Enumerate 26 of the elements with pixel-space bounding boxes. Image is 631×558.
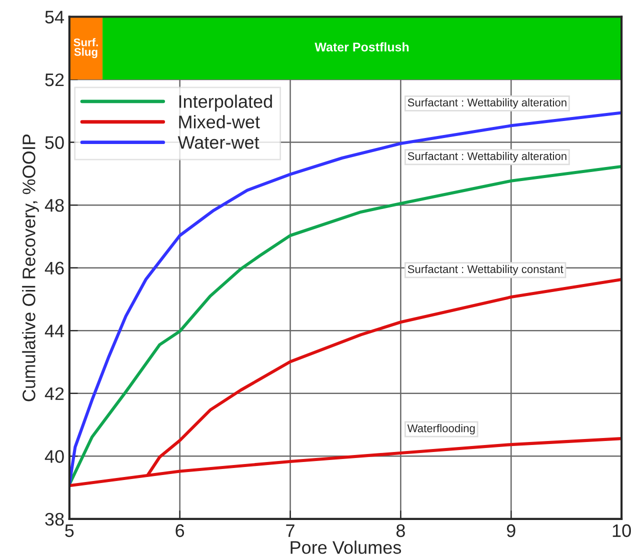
x-axis-title: Pore Volumes (290, 540, 402, 554)
legend-label: Interpolated (179, 94, 272, 112)
band-label: Surf. Slug (74, 38, 98, 58)
y-tick-label: 40 (44, 450, 64, 463)
y-tick-label: 46 (44, 262, 64, 275)
annotation: Surfactant : Wettability constant (408, 264, 564, 276)
x-tick-label: 9 (506, 524, 516, 538)
y-tick-label: 44 (44, 324, 64, 338)
legend-label: Mixed-wet (179, 115, 260, 128)
annotation: Waterflooding (407, 424, 475, 434)
x-tick-label: 5 (65, 524, 74, 538)
y-tick-label: 54 (45, 10, 64, 24)
y-tick-label: 50 (45, 136, 64, 150)
legend-label: Water-wet (178, 136, 260, 149)
x-tick-label: 7 (286, 524, 294, 537)
annotation: Surfactant : Wettability alteration (408, 98, 566, 109)
annotation: Surfactant : Wettability alteration (408, 152, 566, 162)
x-tick-label: 6 (176, 524, 184, 538)
x-tick-label: 10 (612, 524, 631, 538)
y-tick-label: 38 (45, 512, 64, 526)
x-tick-label: 8 (396, 524, 405, 538)
y-tick-label: 42 (44, 387, 64, 400)
y-tick-label: 52 (45, 73, 64, 86)
y-tick-label: 48 (44, 199, 64, 212)
band-label: Water Postflush (314, 42, 409, 52)
y-axis-title: Cumulative Oil Recovery, %OOIP (22, 134, 39, 402)
